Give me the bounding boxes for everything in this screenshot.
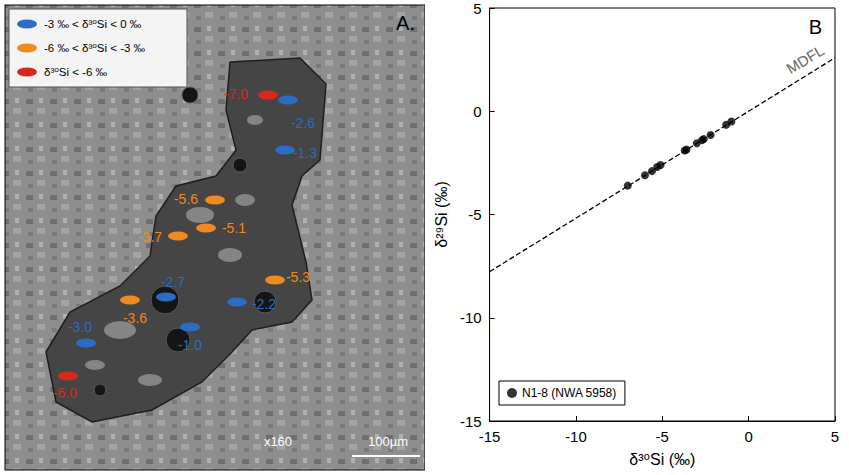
svg-text:-10: -10 bbox=[565, 428, 587, 445]
svg-text:-2.2: -2.2 bbox=[252, 296, 276, 312]
svg-text:N1-8 (NWA 5958): N1-8 (NWA 5958) bbox=[522, 386, 616, 400]
svg-text:-1.3: -1.3 bbox=[293, 145, 317, 161]
svg-text:-5: -5 bbox=[468, 206, 481, 223]
svg-text:-3 ‰ < δ³⁰Si < 0 ‰: -3 ‰ < δ³⁰Si < 0 ‰ bbox=[44, 18, 142, 30]
svg-text:-15: -15 bbox=[479, 428, 501, 445]
svg-text:0: 0 bbox=[744, 428, 752, 445]
svg-text:-3.7: -3.7 bbox=[138, 229, 162, 245]
svg-text:-6 ‰ < δ³⁰Si < -3 ‰: -6 ‰ < δ³⁰Si < -3 ‰ bbox=[44, 42, 146, 54]
svg-text:100µm: 100µm bbox=[368, 434, 408, 449]
svg-text:-1.0: -1.0 bbox=[178, 337, 202, 353]
svg-text:x160: x160 bbox=[264, 434, 292, 449]
svg-text:0: 0 bbox=[473, 103, 481, 120]
svg-text:-3.0: -3.0 bbox=[68, 319, 92, 335]
svg-text:-15: -15 bbox=[460, 413, 482, 430]
svg-text:5: 5 bbox=[473, 0, 481, 17]
svg-text:-5.3: -5.3 bbox=[286, 269, 310, 285]
svg-text:B: B bbox=[809, 16, 822, 38]
svg-text:-7.0: -7.0 bbox=[224, 86, 248, 102]
svg-text:-5.1: -5.1 bbox=[222, 220, 246, 236]
svg-text:δ³⁰Si (‰): δ³⁰Si (‰) bbox=[629, 451, 695, 468]
svg-text:-10: -10 bbox=[460, 309, 482, 326]
svg-text:MDFL: MDFL bbox=[783, 42, 827, 78]
svg-text:-5: -5 bbox=[656, 428, 669, 445]
svg-text:δ³⁰Si < -6 ‰: δ³⁰Si < -6 ‰ bbox=[44, 66, 108, 78]
svg-text:-5.6: -5.6 bbox=[174, 191, 198, 207]
svg-text:-2.6: -2.6 bbox=[291, 115, 315, 131]
svg-text:-2.7: -2.7 bbox=[161, 274, 185, 290]
svg-text:-3.6: -3.6 bbox=[123, 310, 147, 326]
svg-text:A.: A. bbox=[396, 12, 415, 34]
svg-text:-6.0: -6.0 bbox=[53, 385, 77, 401]
svg-text:δ²⁹Si (‰): δ²⁹Si (‰) bbox=[433, 181, 450, 247]
svg-text:5: 5 bbox=[831, 428, 839, 445]
